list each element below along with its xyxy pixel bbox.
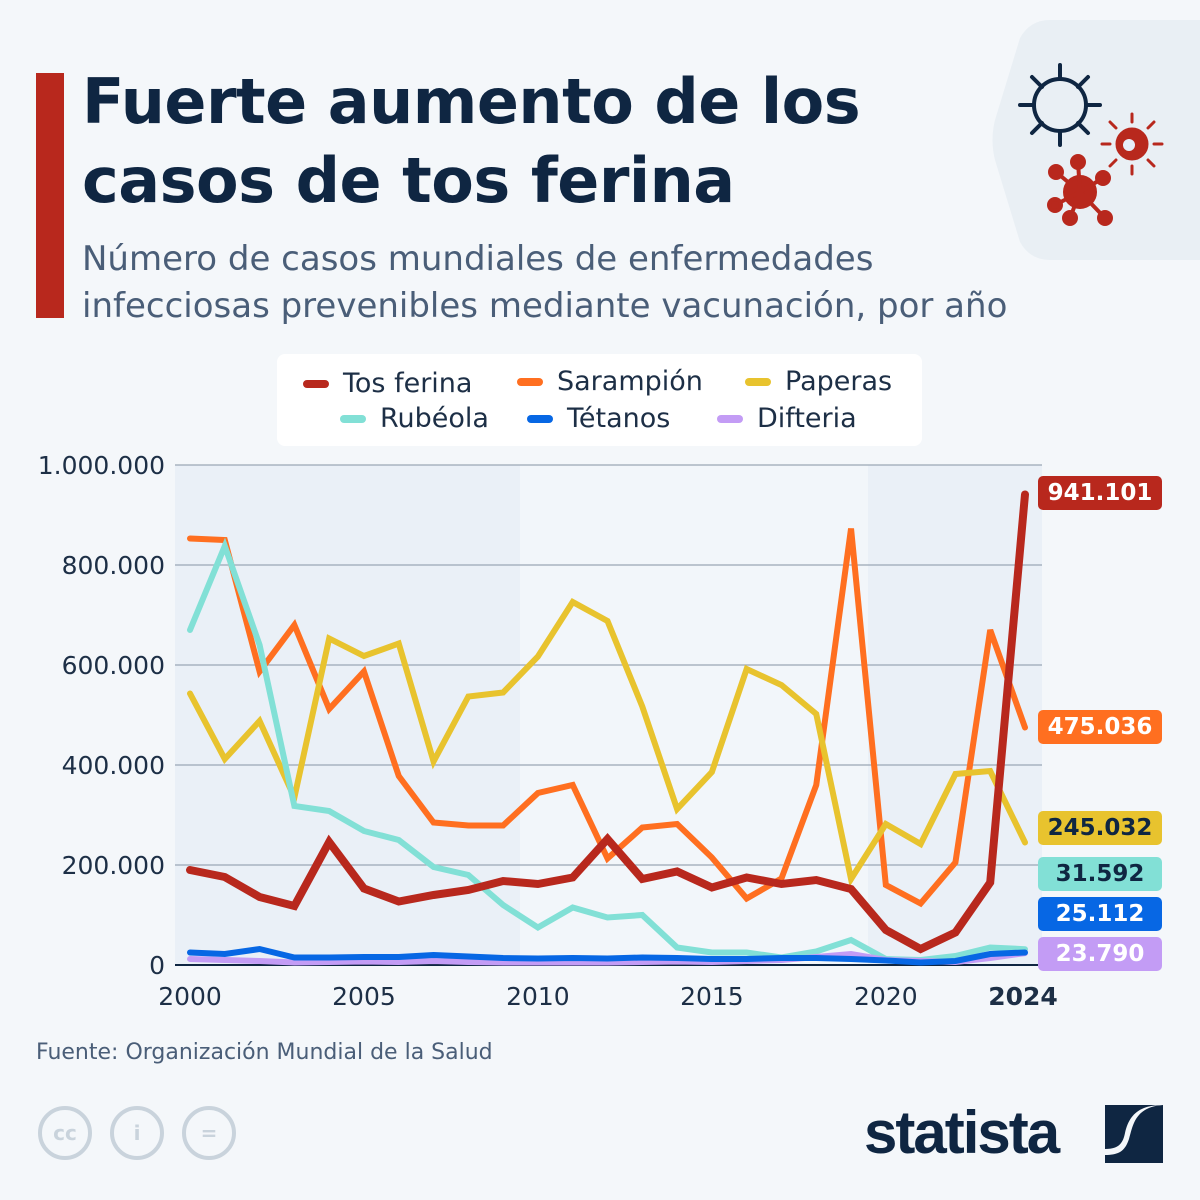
subtitle: Número de casos mundiales de enfermedade… xyxy=(82,236,1007,330)
legend-label: Tos ferina xyxy=(343,368,473,399)
legend-label: Paperas xyxy=(785,366,893,397)
x-tick-label: 2020 xyxy=(854,982,918,1011)
legend-item-sarampion: Sarampión xyxy=(517,366,703,397)
subtitle-line-2: infecciosas prevenibles mediante vacunac… xyxy=(82,286,1008,326)
legend-swatch xyxy=(745,377,771,386)
bacteria-icon xyxy=(1100,112,1164,176)
virus-outline-icon xyxy=(1018,63,1102,147)
end-label-tetanos: 25.112 xyxy=(1038,897,1162,931)
series-line-tetanos xyxy=(187,945,1028,966)
statista-logo[interactable]: statista xyxy=(864,1098,1060,1167)
y-tick-label: 600.000 xyxy=(62,651,165,680)
x-tick-label: 2000 xyxy=(158,982,222,1011)
legend-item-difteria: Difteria xyxy=(717,403,857,434)
x-tick-label: 2010 xyxy=(506,982,570,1011)
legend-swatch xyxy=(717,414,743,423)
cc-icon[interactable]: cc xyxy=(38,1106,92,1160)
x-tick-label: 2015 xyxy=(680,982,744,1011)
legend-item-rubeola: Rubéola xyxy=(340,403,489,434)
legend-label: Rubéola xyxy=(380,403,489,434)
title-line-2: casos de tos ferina xyxy=(82,144,735,217)
header-illustration xyxy=(992,20,1200,260)
statista-logo-mark-icon xyxy=(1105,1105,1163,1163)
plot-band xyxy=(868,465,1042,965)
series-line-tos-ferina xyxy=(186,490,1029,954)
y-tick-label: 0 xyxy=(149,951,165,980)
y-tick-label: 1.000.000 xyxy=(38,451,165,480)
legend-item-tetanos: Tétanos xyxy=(527,403,670,434)
legend-swatch xyxy=(303,379,329,388)
end-label-paperas: 245.032 xyxy=(1038,811,1162,845)
legend-swatch xyxy=(527,414,553,423)
title-line-1: Fuerte aumento de los xyxy=(82,65,861,138)
series-line-paperas xyxy=(187,598,1028,887)
chart-legend: Tos ferina Sarampión Paperas Rubéola Tét… xyxy=(277,354,922,446)
legend-label: Difteria xyxy=(757,403,857,434)
end-label-difteria: 23.790 xyxy=(1038,937,1162,971)
legend-swatch xyxy=(340,414,366,423)
y-tick-label: 400.000 xyxy=(62,751,165,780)
source-note: Fuente: Organización Mundial de la Salud xyxy=(36,1040,493,1065)
no-derivatives-icon[interactable]: = xyxy=(182,1106,236,1160)
end-label-sarampion: 475.036 xyxy=(1038,710,1162,744)
end-label-tos-ferina: 941.101 xyxy=(1038,476,1162,510)
x-tick-label: 2005 xyxy=(332,982,396,1011)
page-title: Fuerte aumento de los casos de tos ferin… xyxy=(82,62,861,220)
legend-label: Sarampión xyxy=(557,366,703,397)
attribution-icon[interactable]: i xyxy=(110,1106,164,1160)
legend-item-paperas: Paperas xyxy=(745,366,892,397)
end-label-rubeola: 31.592 xyxy=(1038,857,1162,891)
legend-item-tos-ferina: Tos ferina xyxy=(303,368,472,399)
y-tick-label: 200.000 xyxy=(62,851,165,880)
x-tick-label: 2024 xyxy=(988,982,1058,1011)
virus-icon xyxy=(1047,154,1113,226)
subtitle-line-1: Número de casos mundiales de enfermedade… xyxy=(82,239,874,279)
logo-text: statista xyxy=(864,1099,1060,1166)
legend-swatch xyxy=(517,377,543,386)
legend-label: Tétanos xyxy=(567,403,671,434)
accent-bar xyxy=(36,73,64,318)
series-line-sarampion xyxy=(187,528,1028,908)
y-tick-label: 800.000 xyxy=(62,551,165,580)
